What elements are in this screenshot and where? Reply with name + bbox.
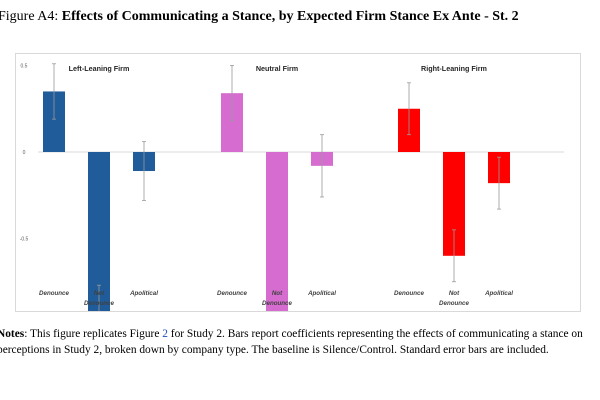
y-tick-label: 0.5 <box>21 64 28 70</box>
bar <box>443 152 465 256</box>
figure-reference-link[interactable]: 2 <box>162 328 168 340</box>
y-tick-label: 0 <box>23 150 26 156</box>
category-label: Denounce <box>394 290 424 297</box>
bar <box>221 93 243 152</box>
category-label: Denounce <box>217 290 247 297</box>
notes-text-2: for Study 2. Bars report coefficients re… <box>0 328 583 356</box>
category-label: Apolitical <box>307 290 336 297</box>
panel-title: Neutral Firm <box>256 64 298 73</box>
category-label: Apolitical <box>129 290 158 297</box>
category-label: Not Denounce <box>439 290 469 307</box>
y-tick-label: -0.5 <box>20 237 29 243</box>
figure-caption: Figure A4: Effects of Communicating a St… <box>0 9 519 25</box>
notes-label: Notes <box>0 328 25 340</box>
bar <box>266 152 288 311</box>
panel-title: Right-Leaning Firm <box>421 64 487 73</box>
notes-text-1: : This figure replicates Figure <box>24 328 163 340</box>
figure-notes: Notes: This figure replicates Figure 2 f… <box>0 326 597 358</box>
figure-label: Figure A4: <box>0 9 62 24</box>
figure-title: Effects of Communicating a Stance, by Ex… <box>61 9 519 24</box>
bar <box>43 91 65 152</box>
bar <box>88 152 110 311</box>
category-label: Not Denounce <box>262 290 292 307</box>
panel-title: Left-Leaning Firm <box>69 64 130 73</box>
category-label: Denounce <box>39 290 69 297</box>
category-label: Apolitical <box>484 290 513 297</box>
category-label: Not Denounce <box>84 290 114 307</box>
